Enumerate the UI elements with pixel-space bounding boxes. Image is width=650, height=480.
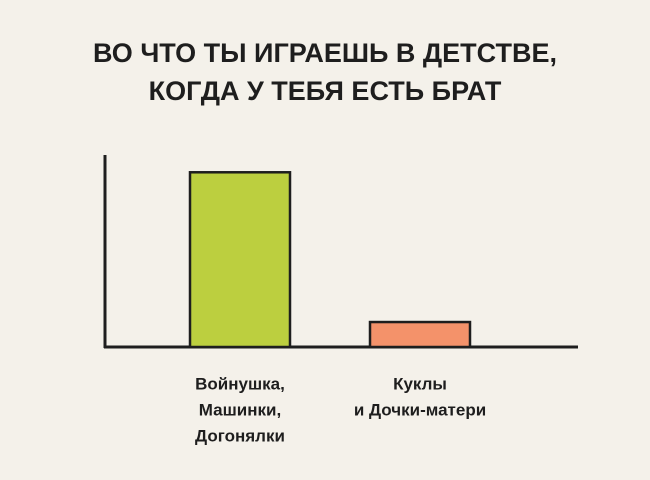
x-tick-label: Куклы [393, 374, 447, 393]
chart-title: ВО ЧТО ТЫ ИГРАЕШЬ В ДЕТСТВЕ, [93, 38, 557, 68]
x-tick-label: и Дочки-матери [354, 400, 486, 419]
bar [188, 171, 292, 349]
x-tick-label: Машинки, [199, 400, 281, 419]
x-tick-label: Догонялки [195, 426, 285, 445]
x-tick-label: Войнушка, [195, 374, 285, 393]
bar [368, 320, 472, 349]
chart-title: КОГДА У ТЕБЯ ЕСТЬ БРАТ [149, 76, 502, 106]
